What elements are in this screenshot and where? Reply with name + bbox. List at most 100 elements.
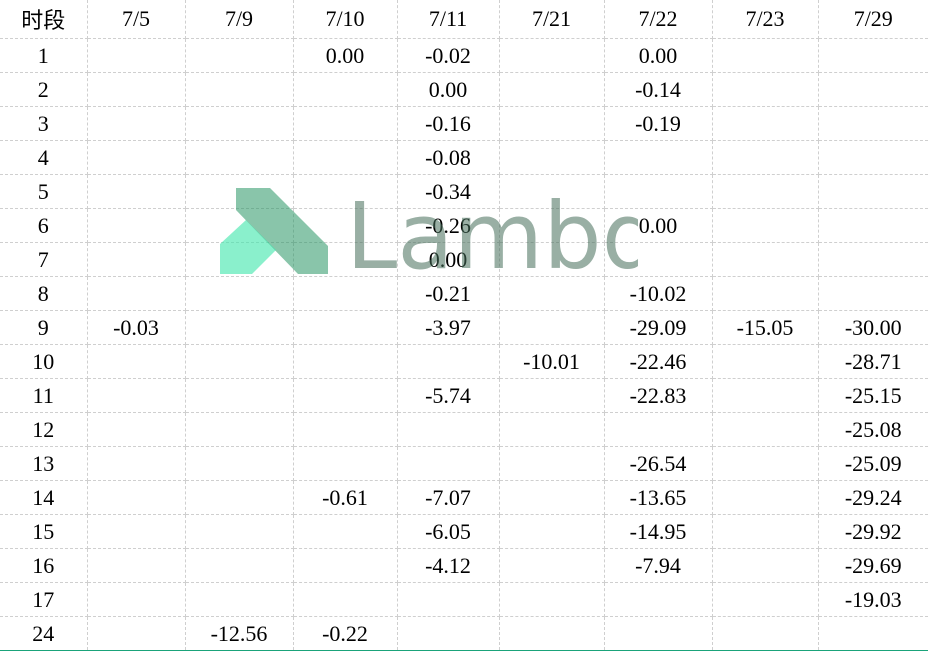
table-row: 1 0.00 -0.02 0.00 — [0, 38, 928, 73]
table-cell: -13.65 — [604, 480, 713, 515]
table-cell — [397, 344, 500, 379]
table-cell — [712, 412, 819, 447]
table-cell — [185, 38, 294, 73]
table-cell — [87, 242, 186, 277]
table-cell — [712, 480, 819, 515]
table-cell — [818, 38, 928, 73]
table-cell — [293, 174, 398, 209]
table-cell — [293, 140, 398, 175]
row-label: 1 — [0, 38, 88, 73]
table-cell — [87, 446, 186, 481]
table-cell: -0.61 — [293, 480, 398, 515]
table-cell: -0.19 — [604, 106, 713, 141]
table-cell — [712, 548, 819, 583]
table-cell — [712, 38, 819, 73]
table-cell — [293, 378, 398, 413]
table-cell — [499, 616, 605, 651]
table-cell: -25.09 — [818, 446, 928, 481]
table-cell — [499, 140, 605, 175]
table-cell: -4.12 — [397, 548, 500, 583]
table-row: 6 -0.26 0.00 — [0, 208, 928, 243]
table-cell — [712, 276, 819, 311]
header-cell: 7/29 — [818, 0, 928, 39]
table-row: 3 -0.16 -0.19 — [0, 106, 928, 141]
table-cell — [185, 174, 294, 209]
row-label: 16 — [0, 548, 88, 583]
table-row: 14 -0.61 -7.07 -13.65 -29.24 — [0, 480, 928, 515]
table-cell — [185, 106, 294, 141]
table-cell — [604, 412, 713, 447]
row-label: 24 — [0, 616, 88, 651]
table-cell — [499, 514, 605, 549]
table-cell — [87, 140, 186, 175]
table-cell — [293, 106, 398, 141]
table-cell: -12.56 — [185, 616, 294, 651]
table-cell: -19.03 — [818, 582, 928, 617]
table-row: 9 -0.03 -3.97 -29.09 -15.05 -30.00 — [0, 310, 928, 345]
table-cell — [499, 208, 605, 243]
table-cell — [185, 412, 294, 447]
table-cell — [293, 548, 398, 583]
table-cell: -29.92 — [818, 514, 928, 549]
table-cell: -28.71 — [818, 344, 928, 379]
table-cell — [87, 106, 186, 141]
table-cell: -0.26 — [397, 208, 500, 243]
table-cell — [185, 276, 294, 311]
table-cell — [712, 72, 819, 107]
table-cell: -0.21 — [397, 276, 500, 311]
table-cell — [293, 582, 398, 617]
table-cell — [712, 616, 819, 651]
row-label: 8 — [0, 276, 88, 311]
table-cell — [604, 140, 713, 175]
table-cell — [87, 548, 186, 583]
table-cell — [87, 174, 186, 209]
header-cell: 7/5 — [87, 0, 186, 39]
table-cell — [499, 276, 605, 311]
row-label: 15 — [0, 514, 88, 549]
table-cell: -10.02 — [604, 276, 713, 311]
table-cell — [499, 446, 605, 481]
table-cell — [499, 412, 605, 447]
table-cell — [712, 208, 819, 243]
table-cell: -0.16 — [397, 106, 500, 141]
table-cell: -10.01 — [499, 344, 605, 379]
table-cell — [185, 242, 294, 277]
table-cell: -0.34 — [397, 174, 500, 209]
table-cell — [499, 174, 605, 209]
table-cell — [293, 276, 398, 311]
table-cell — [293, 446, 398, 481]
table-cell — [818, 208, 928, 243]
table-cell: -26.54 — [604, 446, 713, 481]
table-cell — [818, 616, 928, 651]
row-label: 2 — [0, 72, 88, 107]
table-row: 8 -0.21 -10.02 — [0, 276, 928, 311]
table-cell — [712, 446, 819, 481]
table-cell — [712, 344, 819, 379]
table-row: 12 -25.08 — [0, 412, 928, 447]
table-cell — [499, 38, 605, 73]
table-cell — [499, 310, 605, 345]
table-cell — [712, 242, 819, 277]
table-cell — [185, 72, 294, 107]
table-cell: -0.08 — [397, 140, 500, 175]
table-row: 13 -26.54 -25.09 — [0, 446, 928, 481]
row-label: 10 — [0, 344, 88, 379]
table-cell: -22.46 — [604, 344, 713, 379]
row-label: 6 — [0, 208, 88, 243]
table-cell — [87, 276, 186, 311]
header-cell: 7/9 — [185, 0, 294, 39]
table-cell: -14.95 — [604, 514, 713, 549]
table-cell — [185, 548, 294, 583]
header-cell: 时段 — [0, 0, 88, 39]
table-cell: -7.94 — [604, 548, 713, 583]
row-label: 3 — [0, 106, 88, 141]
table-cell — [185, 480, 294, 515]
table-cell: -0.22 — [293, 616, 398, 651]
table-cell — [87, 72, 186, 107]
table-row: 15 -6.05 -14.95 -29.92 — [0, 514, 928, 549]
header-row: 时段 7/5 7/9 7/10 7/11 7/21 7/22 7/23 7/29 — [0, 0, 928, 39]
table-row: 10 -10.01 -22.46 -28.71 — [0, 344, 928, 379]
row-label: 4 — [0, 140, 88, 175]
table-cell: -7.07 — [397, 480, 500, 515]
